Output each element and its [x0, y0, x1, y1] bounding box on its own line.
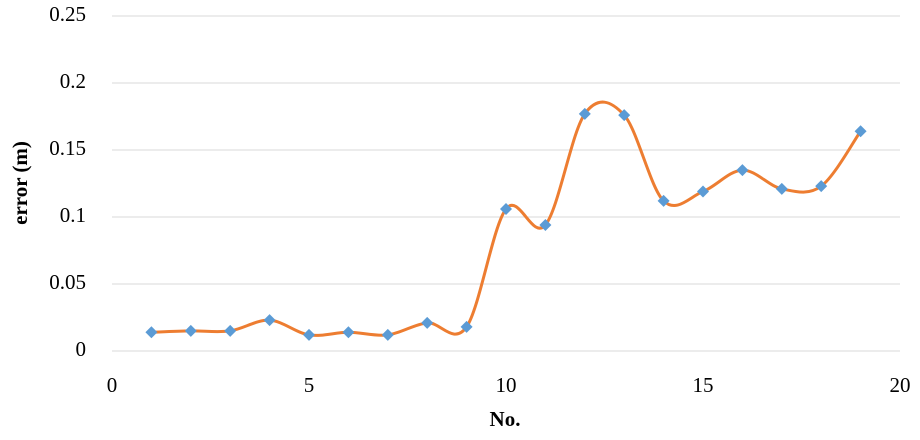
- y-tick-label: 0: [76, 337, 87, 361]
- data-point: [263, 314, 276, 327]
- data-point: [657, 194, 670, 207]
- data-point: [184, 324, 197, 337]
- data-point: [145, 326, 158, 339]
- data-point: [500, 202, 512, 215]
- data-point: [460, 320, 473, 333]
- data-point: [618, 109, 631, 122]
- data-point: [736, 164, 749, 177]
- data-point: [224, 324, 237, 337]
- y-tick-label: 0.25: [49, 2, 86, 26]
- data-point: [342, 326, 355, 339]
- y-tick-label: 0.15: [49, 136, 86, 160]
- data-point: [815, 180, 828, 193]
- x-tick-label: 20: [890, 373, 911, 397]
- data-point: [303, 328, 315, 341]
- y-tick-label: 0.2: [60, 69, 86, 93]
- x-tick-label: 15: [693, 373, 714, 397]
- y-tick-label: 0.1: [60, 203, 86, 227]
- data-point: [775, 182, 788, 195]
- x-axis-label: No.: [490, 407, 521, 431]
- data-point: [421, 316, 434, 329]
- x-tick-label: 5: [304, 373, 315, 397]
- x-tick-label: 10: [496, 373, 517, 397]
- data-point: [854, 125, 867, 138]
- y-axis-label: error (m): [8, 141, 32, 225]
- x-tick-label: 0: [107, 373, 118, 397]
- series-line: [151, 100, 862, 337]
- y-tick-label: 0.05: [49, 270, 86, 294]
- data-point: [697, 185, 709, 198]
- data-point: [578, 107, 591, 120]
- data-point: [381, 328, 394, 341]
- data-point: [539, 219, 552, 232]
